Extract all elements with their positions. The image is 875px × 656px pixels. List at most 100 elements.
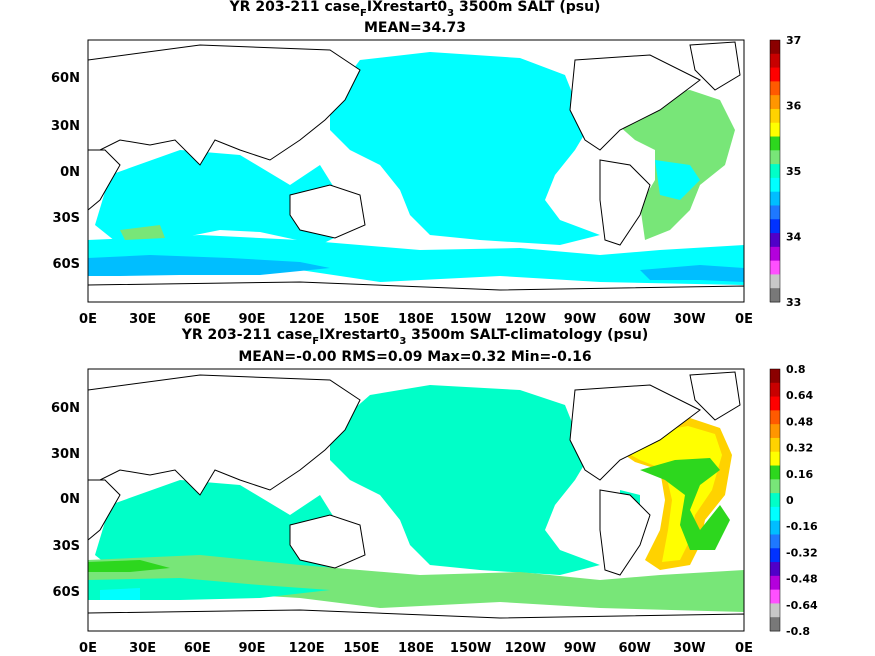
lon-label: 90E — [239, 641, 266, 656]
colorbar-swatch — [770, 479, 780, 494]
colorbar-swatch — [770, 95, 780, 110]
colorbar-label: 37 — [786, 34, 801, 47]
lat-label: 30N — [51, 119, 80, 134]
colorbar-swatch — [770, 260, 780, 275]
bottom-greenland — [689, 371, 741, 421]
colorbar-swatch — [770, 534, 780, 549]
lon-label: 180E — [398, 641, 434, 656]
panel2-lat-labels: 60N 30N 0N 30S 60S — [51, 401, 80, 600]
colorbar-swatch — [770, 67, 780, 82]
lon-label: 60E — [184, 641, 211, 656]
colorbar-label: 0 — [786, 494, 794, 507]
lon-label: 120E — [289, 641, 325, 656]
colorbar-swatch — [770, 274, 780, 289]
lon-label: 60E — [184, 312, 211, 327]
bottom-eurasia — [88, 374, 361, 496]
bottom-southern-field — [88, 555, 744, 612]
colorbar-swatch — [770, 548, 780, 563]
lon-label: 30E — [129, 312, 156, 327]
colorbar-swatch — [770, 288, 780, 303]
colorbar-swatch — [770, 191, 780, 206]
lon-label: 90E — [239, 312, 266, 327]
bottom-australia — [289, 514, 366, 569]
panel2-map — [87, 368, 745, 632]
colorbar-swatch — [770, 451, 780, 467]
lon-label: 90W — [564, 641, 596, 656]
colorbar-swatch — [770, 108, 780, 124]
lon-label: 150W — [450, 312, 491, 327]
colorbar-swatch — [770, 382, 780, 398]
top-pacific-field — [330, 52, 600, 245]
colorbar-label: 0.48 — [786, 415, 813, 428]
colorbar-swatch — [770, 164, 780, 179]
colorbar-swatch — [770, 40, 780, 55]
panel1-subtitle: MEAN=34.73 — [364, 20, 466, 36]
bottom-n-america — [569, 384, 701, 481]
top-s-america — [599, 159, 651, 246]
panel2-subtitle: MEAN=-0.00 RMS=0.09 Max=0.32 Min=-0.16 — [238, 349, 591, 365]
lat-label: 30S — [53, 539, 80, 554]
lon-label: 30E — [129, 641, 156, 656]
panel1-lon-labels: 0E 30E 60E 90E 120E 150E 180E 150W 120W 90W 60W 30W… — [79, 312, 753, 327]
colorbar-swatch — [770, 396, 780, 411]
lon-label: 150E — [343, 312, 379, 327]
lat-label: 60S — [53, 257, 80, 272]
lon-label: 90W — [564, 312, 596, 327]
top-south-deep — [88, 255, 330, 276]
lon-label: 30W — [673, 312, 705, 327]
colorbar-swatch — [770, 575, 780, 591]
top-n-america — [569, 54, 701, 151]
lat-label: 60S — [53, 585, 80, 600]
top-southern-field — [88, 235, 744, 285]
top-africa — [88, 149, 121, 211]
colorbar-label: -0.8 — [786, 625, 810, 638]
lat-label: 0N — [60, 492, 80, 507]
lat-label: 30N — [51, 447, 80, 462]
colorbar-label: -0.32 — [786, 546, 818, 559]
panel1-colorbar: 37 36 35 34 33 — [769, 34, 802, 309]
colorbar-swatch — [770, 177, 780, 193]
colorbar-swatch — [770, 410, 780, 425]
panel1-lat-labels: 60N 30N 0N 30S 60S — [51, 71, 80, 272]
panel2-lon-labels: 0E 30E 60E 90E 120E 150E 180E 150W 120W 90W 60W 30W… — [79, 641, 753, 656]
lat-label: 60N — [51, 71, 80, 86]
lon-label: 30W — [673, 641, 705, 656]
colorbar-swatch — [770, 369, 780, 384]
lon-label: 150W — [450, 641, 491, 656]
lat-label: 60N — [51, 401, 80, 416]
bottom-pacific-field — [330, 385, 600, 575]
lon-label: 60W — [618, 641, 650, 656]
colorbar-swatch — [770, 205, 780, 220]
colorbar-label: 0.16 — [786, 468, 813, 481]
top-eurasia — [88, 44, 361, 166]
colorbar-label: 34 — [786, 231, 802, 244]
colorbar-label: 0.32 — [786, 442, 813, 455]
panel2-colorbar: 0.8 0.64 0.48 0.32 0.16 0 -0.16 -0.32 -0.48 -0.64… — [769, 363, 818, 638]
colorbar-swatch — [770, 150, 780, 165]
panel1-title: YR 203-211 caseFIXrestart03 3500m SALT (… — [229, 0, 601, 19]
lon-label: 0E — [79, 312, 97, 327]
colorbar-label: -0.48 — [786, 573, 818, 586]
top-antarctica — [88, 281, 744, 302]
bottom-atlantic-mid — [640, 458, 730, 550]
colorbar-swatch — [770, 219, 780, 234]
bottom-antarctica — [88, 609, 744, 631]
colorbar-label: 35 — [786, 165, 801, 178]
bottom-africa — [88, 479, 121, 541]
colorbar-label: 0.64 — [786, 389, 813, 402]
lon-label: 0E — [79, 641, 97, 656]
lon-label: 120W — [505, 641, 546, 656]
lon-label: 180E — [398, 312, 434, 327]
colorbar-label: 0.8 — [786, 363, 806, 376]
colorbar-label: -0.64 — [786, 599, 818, 612]
colorbar-label: 33 — [786, 296, 801, 309]
colorbar-swatch — [770, 589, 780, 604]
colorbar-swatch — [770, 465, 780, 480]
colorbar-swatch — [770, 617, 780, 632]
colorbar-swatch — [770, 122, 780, 138]
colorbar-swatch — [770, 506, 780, 522]
colorbar-swatch — [770, 424, 780, 439]
colorbar-swatch — [770, 493, 780, 508]
lon-label: 60W — [618, 312, 650, 327]
colorbar-swatch — [770, 437, 780, 453]
